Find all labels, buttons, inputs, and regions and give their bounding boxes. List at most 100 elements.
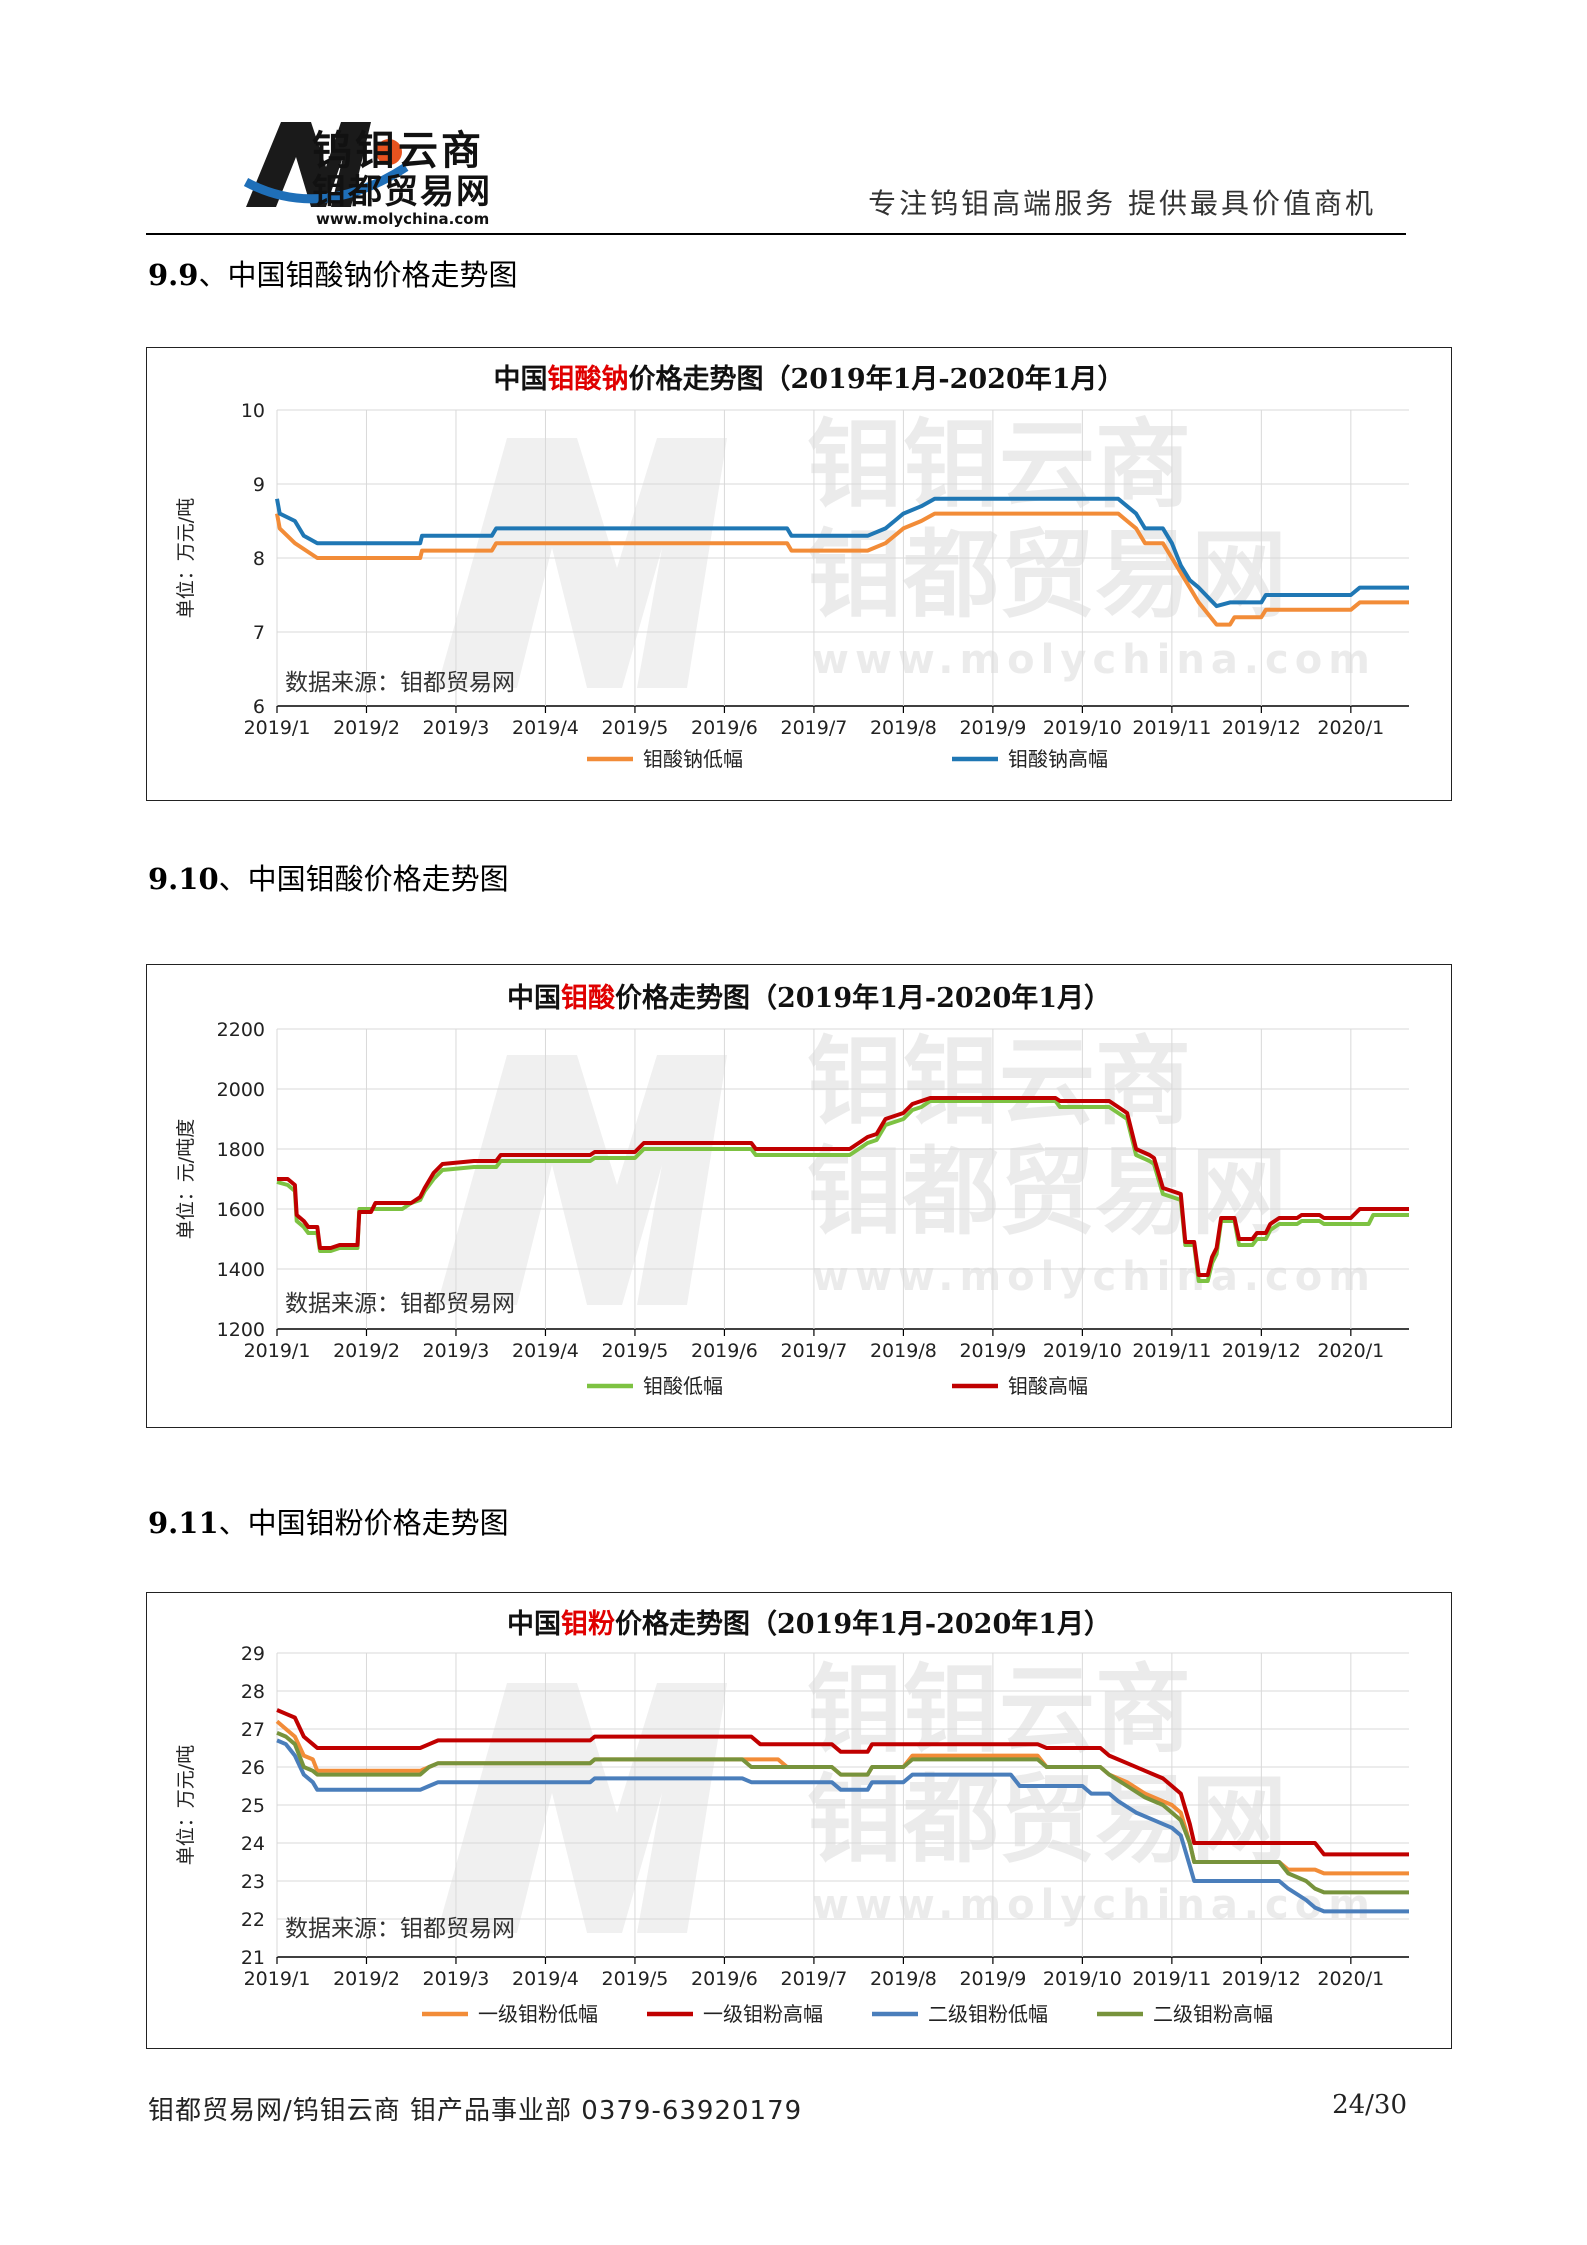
x-tick-label: 2019/7 bbox=[780, 717, 847, 739]
x-tick-label: 2019/9 bbox=[959, 717, 1026, 739]
section-title: 、中国钼粉价格走势图 bbox=[218, 1506, 509, 1540]
x-tick-label: 2020/1 bbox=[1317, 1340, 1384, 1362]
x-tick-label: 2019/3 bbox=[423, 717, 490, 739]
x-tick-label: 2019/10 bbox=[1043, 1968, 1122, 1990]
source-note: 数据来源：钼都贸易网 bbox=[285, 670, 515, 696]
x-tick-label: 2019/3 bbox=[423, 1340, 490, 1362]
x-tick-label: 2019/2 bbox=[333, 1340, 400, 1362]
brand-url: www.molychina.com bbox=[316, 210, 490, 228]
series-line bbox=[275, 496, 1409, 609]
x-tick-label: 2019/10 bbox=[1043, 1340, 1122, 1362]
chart-title-post: 价格走势图（2019年1月-2020年1月） bbox=[615, 1608, 1111, 1640]
section-heading-9-9: 9.9、中国钼酸钠价格走势图 bbox=[148, 252, 517, 294]
x-tick-label: 2020/1 bbox=[1317, 1968, 1384, 1990]
y-tick-label: 8 bbox=[253, 548, 265, 570]
y-tick-label: 23 bbox=[241, 1871, 265, 1893]
x-tick-label: 2019/8 bbox=[870, 717, 937, 739]
watermark-url: www.molychina.com bbox=[812, 1882, 1376, 1928]
section-number: 9.9 bbox=[148, 258, 199, 292]
legend-label: 二级钼粉低幅 bbox=[928, 2002, 1048, 2026]
x-tick-label: 2019/3 bbox=[423, 1968, 490, 1990]
legend-label: 钼酸钠高幅 bbox=[1008, 747, 1108, 771]
y-tick-label: 21 bbox=[241, 1947, 265, 1969]
section-title: 、中国钼酸价格走势图 bbox=[218, 862, 509, 896]
section-heading-9-10: 9.10、中国钼酸价格走势图 bbox=[148, 856, 509, 898]
x-tick-label: 2019/7 bbox=[780, 1340, 847, 1362]
y-tick-label: 22 bbox=[241, 1909, 265, 1931]
watermark-text-1: 钼钼云商 bbox=[807, 1654, 1191, 1766]
x-tick-label: 2019/6 bbox=[691, 1968, 758, 1990]
page-number: 24/30 bbox=[1332, 2090, 1407, 2120]
chart-title-pre: 中国 bbox=[507, 983, 561, 1014]
source-note: 数据来源：钼都贸易网 bbox=[285, 1291, 515, 1317]
y-tick-label: 2200 bbox=[217, 1019, 265, 1041]
company-logo bbox=[243, 122, 409, 207]
x-tick-label: 2019/9 bbox=[959, 1340, 1026, 1362]
watermark-url: www.molychina.com bbox=[812, 637, 1376, 683]
chart-title: 中国钼酸价格走势图（2019年1月-2020年1月） bbox=[507, 982, 1111, 1014]
x-tick-label: 2019/2 bbox=[333, 1968, 400, 1990]
x-tick-label: 2019/4 bbox=[512, 1968, 579, 1990]
header-slogan: 专注钨钼高端服务 提供最具价值商机 bbox=[868, 187, 1376, 220]
source-note: 数据来源：钼都贸易网 bbox=[285, 1916, 515, 1942]
watermark-text-1: 钼钼云商 bbox=[807, 409, 1191, 521]
x-tick-label: 2019/7 bbox=[780, 1968, 847, 1990]
y-tick-label: 2000 bbox=[217, 1079, 265, 1101]
watermark-logo bbox=[437, 1055, 727, 1305]
chart-title: 中国钼粉价格走势图（2019年1月-2020年1月） bbox=[507, 1608, 1111, 1640]
series-line bbox=[277, 1096, 1409, 1277]
x-tick-label: 2019/9 bbox=[959, 1968, 1026, 1990]
series-line bbox=[276, 1738, 1409, 1914]
watermark-logo bbox=[437, 1683, 727, 1933]
chart-title-highlight: 钼粉 bbox=[561, 1609, 615, 1640]
x-tick-label: 2020/1 bbox=[1317, 717, 1384, 739]
chart-molybdenum-powder: 钼钼云商 钼都贸易网 www.molychina.com 21 22 23 24 25 26 27… bbox=[146, 1592, 1452, 2049]
y-tick-label: 9 bbox=[253, 474, 265, 496]
x-tick-label: 2019/8 bbox=[870, 1340, 937, 1362]
section-number: 9.11 bbox=[148, 1506, 219, 1540]
y-tick-label: 29 bbox=[241, 1643, 265, 1665]
y-tick-label: 1400 bbox=[217, 1259, 265, 1281]
series-line bbox=[276, 1708, 1409, 1857]
x-tick-label: 2019/8 bbox=[870, 1968, 937, 1990]
x-tick-label: 2019/11 bbox=[1132, 717, 1211, 739]
footer-contact: 钼都贸易网/钨钼云商 钼产品事业部 0379-63920179 bbox=[148, 2096, 803, 2126]
x-tick-label: 2019/2 bbox=[333, 717, 400, 739]
chart-molybdic-acid: 钼钼云商 钼都贸易网 www.molychina.com 1200 1400 1600 18… bbox=[146, 964, 1452, 1428]
x-tick-label: 2019/12 bbox=[1222, 1968, 1301, 1990]
y-tick-label: 7 bbox=[253, 622, 265, 644]
y-tick-label: 1800 bbox=[217, 1139, 265, 1161]
x-tick-label: 2019/5 bbox=[602, 717, 669, 739]
x-tick-label: 2019/5 bbox=[602, 1340, 669, 1362]
y-tick-label: 1600 bbox=[217, 1199, 265, 1221]
y-tick-label: 1200 bbox=[217, 1319, 265, 1341]
legend-label: 一级钼粉低幅 bbox=[478, 2002, 598, 2026]
x-tick-label: 2019/10 bbox=[1043, 717, 1122, 739]
chart-title-post: 价格走势图（2019年1月-2020年1月） bbox=[628, 363, 1124, 395]
watermark-url: www.molychina.com bbox=[812, 1254, 1376, 1300]
x-tick-label: 2019/6 bbox=[691, 717, 758, 739]
legend-label: 二级钼粉高幅 bbox=[1153, 2002, 1273, 2026]
x-tick-label: 2019/12 bbox=[1222, 1340, 1301, 1362]
y-tick-label: 28 bbox=[241, 1681, 265, 1703]
legend-label: 钼酸钠低幅 bbox=[643, 747, 743, 771]
x-tick-label: 2019/11 bbox=[1132, 1968, 1211, 1990]
x-tick-label: 2019/5 bbox=[602, 1968, 669, 1990]
section-number: 9.10 bbox=[148, 862, 219, 896]
page-header: 钨钼云商 钼都贸易网 www.molychina.com 专注钨钼高端服务 提供… bbox=[146, 112, 1406, 236]
header-divider bbox=[146, 233, 1406, 235]
y-axis-label: 单位：万元/吨 bbox=[175, 1745, 197, 1865]
section-heading-9-11: 9.11、中国钼粉价格走势图 bbox=[148, 1500, 509, 1542]
watermark-logo bbox=[437, 438, 727, 688]
y-axis-label: 单位：元/吨度 bbox=[175, 1119, 197, 1239]
x-tick-label: 2019/11 bbox=[1132, 1340, 1211, 1362]
x-tick-label: 2019/1 bbox=[244, 1340, 311, 1362]
y-tick-label: 24 bbox=[241, 1833, 265, 1855]
legend-label: 钼酸高幅 bbox=[1008, 1374, 1088, 1398]
chart-title-pre: 中国 bbox=[507, 1609, 561, 1640]
y-tick-label: 25 bbox=[241, 1795, 265, 1817]
